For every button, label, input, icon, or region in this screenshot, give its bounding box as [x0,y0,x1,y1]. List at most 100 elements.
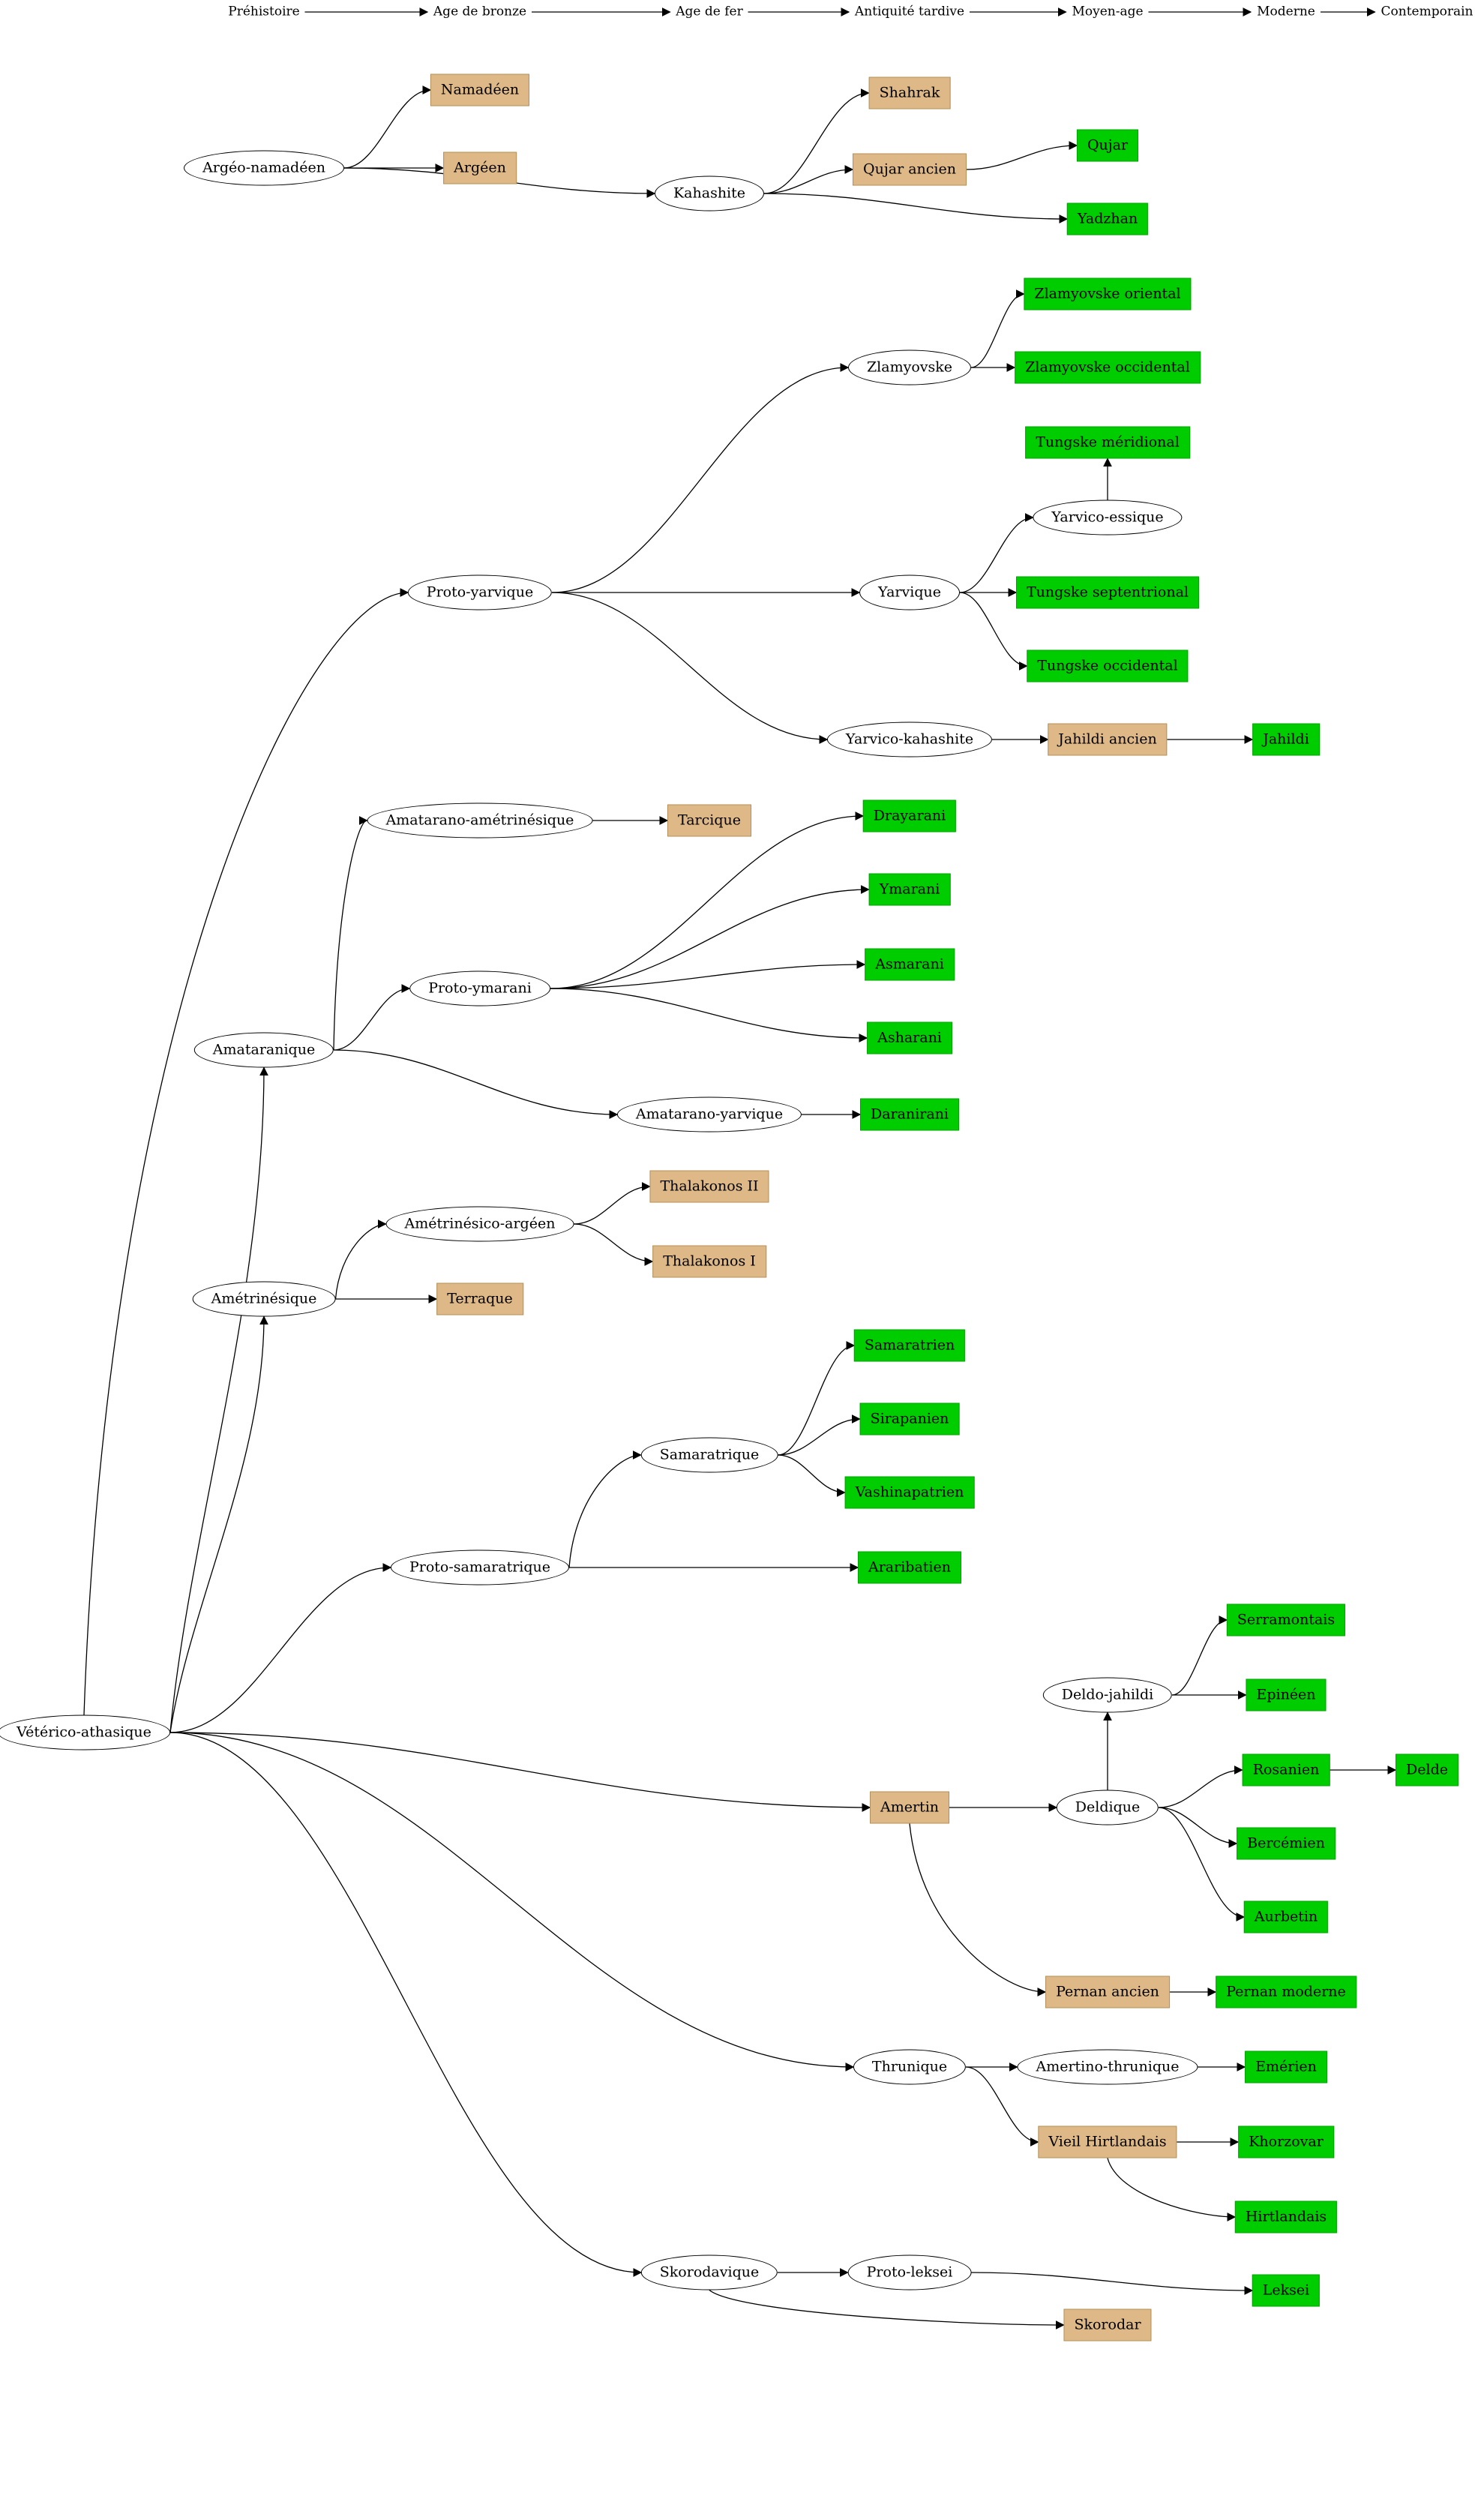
node-samaratrique: Samaratrique [640,1437,778,1473]
node-delde: Delde [1396,1754,1459,1786]
edge-proto-ymarani-asharani [550,988,868,1042]
node-amataranique: Amataranique [193,1032,334,1068]
node-vashinapatrien: Vashinapatrien [844,1476,975,1509]
node-amatarano-ametrinesique: Amatarano-amétrinésique [367,802,593,838]
node-yarvique: Yarvique [859,574,960,610]
node-araribatien: Araribatien [858,1551,961,1584]
node-emerien: Emérien [1245,2050,1327,2084]
node-tungske-occidental: Tungske occidental [1027,650,1189,682]
edge-yarvique-tungske-occidental [959,592,1028,670]
era-label-4: Moyen-age [1072,4,1144,20]
node-pernan-moderne: Pernan moderne [1216,1976,1357,2008]
edge-thrunique-vieil-hirtlandais [965,2066,1039,2146]
node-amatarano-yarvique: Amatarano-yarvique [616,1096,802,1132]
node-shahrak: Shahrak [868,76,951,110]
edge-argeo-namadeen-namadeen [343,86,432,169]
node-namadeen: Namadéen [430,74,530,106]
node-qujar: Qujar [1076,129,1139,162]
edge-kahashite-shahrak [763,88,870,194]
node-zlamyovske-oriental: Zlamyovske oriental [1024,278,1192,310]
node-proto-yarvique: Proto-yarvique [407,574,553,610]
edge-proto-ymarani-drayarani [550,812,865,989]
edge-vieil-hirtlandais-hirtlandais [1107,2158,1237,2222]
node-argeen: Argéen [443,152,517,184]
era-label-6: Contemporain [1381,4,1474,20]
node-vieil-hirtlandais: Vieil Hirtlandais [1038,2126,1177,2158]
edge-proto-ymarani-asmarani [550,960,866,989]
edge-proto-yarvique-yarvico-kahashite [551,592,829,744]
node-thrunique: Thrunique [853,2049,967,2085]
edge-veterico-athasique-proto-yarvique [83,588,409,1715]
edge-veterico-athasique-ametrinesique [169,1316,268,1733]
edge-deldo-jahildi-serramontais [1171,1616,1228,1696]
node-kahashite: Kahashite [654,176,765,212]
node-skorodavique: Skorodavique [640,2254,778,2290]
node-deldique: Deldique [1056,1790,1159,1826]
node-tungske-meridional: Tungske méridional [1025,426,1190,459]
node-pernan-ancien: Pernan ancien [1045,1976,1170,2008]
edge-deldique-bercemien [1158,1807,1238,1848]
edge-zlamyovske-zlamyovske-oriental [970,290,1025,368]
node-ymarani: Ymarani [868,873,951,906]
edge-amataranique-amatarano-ametrinesique [333,816,368,1051]
node-proto-ymarani: Proto-ymarani [409,970,550,1006]
node-zlamyovske-occidental: Zlamyovske occidental [1015,351,1201,384]
node-yarvico-essique: Yarvico-essique [1033,500,1183,536]
edge-samaratrique-sirapanien [778,1414,861,1456]
edge-veterico-athasique-amertin [169,1732,871,1812]
edge-amataranique-proto-ymarani [333,984,411,1051]
edge-proto-ymarani-ymarani [550,885,870,989]
edge-deldique-aurbetin [1158,1807,1246,1922]
edge-ametrinesique-ametrinesico-argeen [334,1220,387,1300]
edge-deldique-rosanien [1158,1766,1243,1808]
node-drayarani: Drayarani [862,800,957,832]
node-serramontais: Serramontais [1226,1604,1346,1636]
node-terraque: Terraque [436,1282,523,1316]
node-ametrinesico-argeen: Amétrinésico-argéen [385,1206,574,1242]
edge-veterico-athasique-proto-samaratrique [169,1563,392,1733]
node-proto-samaratrique: Proto-samaratrique [390,1550,570,1586]
node-daranirani: Daranirani [859,1098,960,1131]
era-label-1: Age de bronze [433,4,527,20]
era-label-0: Préhistoire [228,4,300,20]
node-leksei: Leksei [1252,2274,1321,2307]
node-jahildi-ancien: Jahildi ancien [1048,723,1168,756]
node-ametrinesique: Amétrinésique [192,1281,336,1317]
node-sirapanien: Sirapanien [859,1402,960,1436]
edge-yarvique-yarvico-essique [959,513,1034,593]
edge-proto-leksei-leksei [971,2272,1254,2295]
edge-samaratrique-samaratrien [778,1341,856,1456]
node-proto-leksei: Proto-leksei [847,2254,972,2290]
node-argeo-namadeen: Argéo-namadéen [184,150,344,186]
node-asmarani: Asmarani [865,948,955,981]
node-amertino-thrunique: Amertino-thrunique [1017,2049,1198,2085]
edge-amataranique-amatarano-yarvique [333,1049,619,1119]
node-deldo-jahildi: Deldo-jahildi [1042,1677,1173,1713]
node-tungske-septentrional: Tungske septentrional [1015,576,1200,609]
node-hirtlandais: Hirtlandais [1234,2200,1338,2234]
edge-ametrinesico-argeen-thalakonos-2 [574,1182,651,1225]
node-yarvico-kahashite: Yarvico-kahashite [826,722,993,758]
node-zlamyovske: Zlamyovske [847,350,972,386]
node-thalakonos-2: Thalakonos II [649,1170,769,1203]
node-rosanien: Rosanien [1242,1754,1330,1786]
node-thalakonos-1: Thalakonos I [652,1245,766,1278]
node-asharani: Asharani [867,1022,952,1054]
edge-veterico-athasique-amataranique [169,1066,268,1733]
node-tarcique: Tarcique [667,804,751,837]
node-jahildi: Jahildi [1252,723,1320,756]
edge-veterico-athasique-skorodavique [169,1732,643,2277]
edge-kahashite-yadzhan [763,193,1069,224]
node-skorodar: Skorodar [1063,2308,1152,2342]
era-label-2: Age de fer [676,4,743,20]
node-yadzhan: Yadzhan [1066,202,1149,236]
node-aurbetin: Aurbetin [1243,1900,1329,1934]
node-samaratrien: Samaratrien [853,1329,966,1362]
node-khorzovar: Khorzovar [1238,2126,1334,2158]
era-label-5: Moderne [1257,4,1315,20]
edge-qujar-ancien-qujar [966,141,1078,170]
node-amertin: Amertin [869,1791,950,1824]
node-epineen: Epinéen [1246,1678,1327,1712]
